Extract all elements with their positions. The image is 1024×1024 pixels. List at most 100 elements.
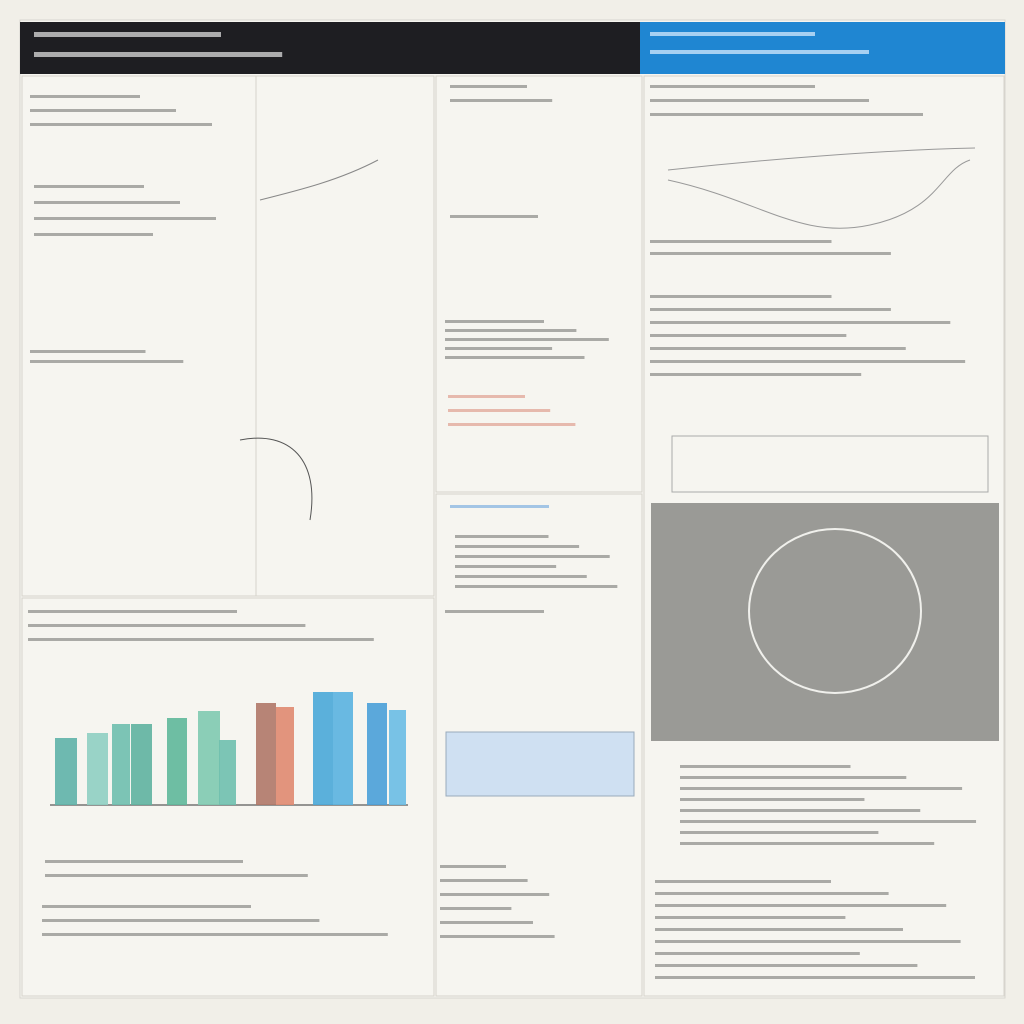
header-dark — [20, 22, 640, 74]
text-line — [650, 85, 815, 88]
text-line — [680, 831, 879, 834]
text-line — [650, 360, 966, 363]
text-line — [655, 928, 903, 931]
text-line — [455, 555, 610, 558]
text-line — [30, 95, 140, 98]
text-line — [440, 907, 512, 910]
text-line — [680, 842, 935, 845]
bar-chart — [50, 692, 408, 806]
text-line — [34, 217, 216, 220]
text-line — [30, 350, 146, 353]
curve — [667, 159, 971, 229]
text-line — [445, 329, 577, 332]
text-line — [650, 295, 832, 298]
panel — [21, 597, 435, 997]
text-line — [655, 916, 846, 919]
text-line — [34, 32, 221, 37]
text-line — [655, 976, 975, 979]
text-line — [680, 776, 907, 779]
text-line — [455, 575, 587, 578]
text-line — [448, 423, 576, 426]
text-line — [650, 240, 832, 243]
text-line — [650, 308, 891, 311]
text-line — [28, 624, 306, 627]
text-line — [445, 347, 553, 350]
text-line — [650, 113, 923, 116]
text-line — [650, 252, 891, 255]
text-line — [440, 893, 550, 896]
circle-diagram — [748, 528, 922, 694]
bar — [198, 711, 220, 805]
text-line — [650, 373, 862, 376]
text-line — [650, 32, 815, 36]
bar — [367, 703, 387, 805]
text-line — [655, 904, 947, 907]
text-line — [680, 787, 963, 790]
text-line — [655, 952, 860, 955]
text-line — [445, 338, 609, 341]
bar — [313, 692, 333, 805]
text-line — [445, 610, 544, 613]
text-line — [440, 935, 555, 938]
panel-borders — [21, 75, 1005, 997]
curve — [239, 437, 313, 521]
text-line — [650, 334, 847, 337]
panel — [435, 75, 643, 493]
table-box — [671, 435, 989, 493]
text-line — [445, 320, 544, 323]
text-line — [42, 933, 388, 936]
text-line — [30, 360, 184, 363]
bar — [131, 724, 152, 805]
bar — [87, 733, 108, 805]
text-line — [34, 201, 180, 204]
panel — [255, 75, 435, 597]
bar — [219, 740, 236, 805]
panel — [643, 75, 1005, 997]
text-line — [680, 820, 977, 823]
text-line — [34, 233, 153, 236]
text-line — [448, 395, 525, 398]
bar — [55, 738, 77, 805]
bar — [256, 703, 276, 805]
text-line — [34, 185, 144, 188]
text-line — [680, 809, 921, 812]
text-line — [450, 85, 527, 88]
text-line — [650, 347, 906, 350]
text-line — [30, 123, 212, 126]
text-line — [450, 99, 553, 102]
text-line — [650, 321, 951, 324]
curve — [667, 147, 976, 171]
text-line — [440, 879, 528, 882]
text-line — [655, 880, 831, 883]
text-line — [680, 798, 865, 801]
text-line — [655, 964, 918, 967]
text-line — [28, 638, 374, 641]
bar — [333, 692, 353, 805]
text-line — [30, 109, 176, 112]
text-line — [655, 940, 961, 943]
header-blue — [640, 22, 1005, 74]
text-line — [680, 765, 851, 768]
bar — [389, 710, 406, 805]
text-line — [42, 905, 251, 908]
text-line — [455, 535, 549, 538]
text-line — [45, 860, 243, 863]
text-line — [650, 99, 869, 102]
text-line — [440, 921, 533, 924]
bar — [167, 718, 187, 805]
panel — [435, 493, 643, 997]
text-line — [42, 919, 320, 922]
image-panel — [651, 503, 999, 741]
text-line — [445, 356, 585, 359]
text-line — [455, 585, 618, 588]
bar — [276, 707, 294, 805]
text-line — [45, 874, 308, 877]
text-line — [455, 545, 580, 548]
highlight-box — [445, 731, 635, 797]
bar — [112, 724, 130, 805]
text-line — [440, 865, 506, 868]
text-line — [34, 52, 283, 57]
text-line — [450, 215, 538, 218]
text-line — [450, 505, 549, 508]
